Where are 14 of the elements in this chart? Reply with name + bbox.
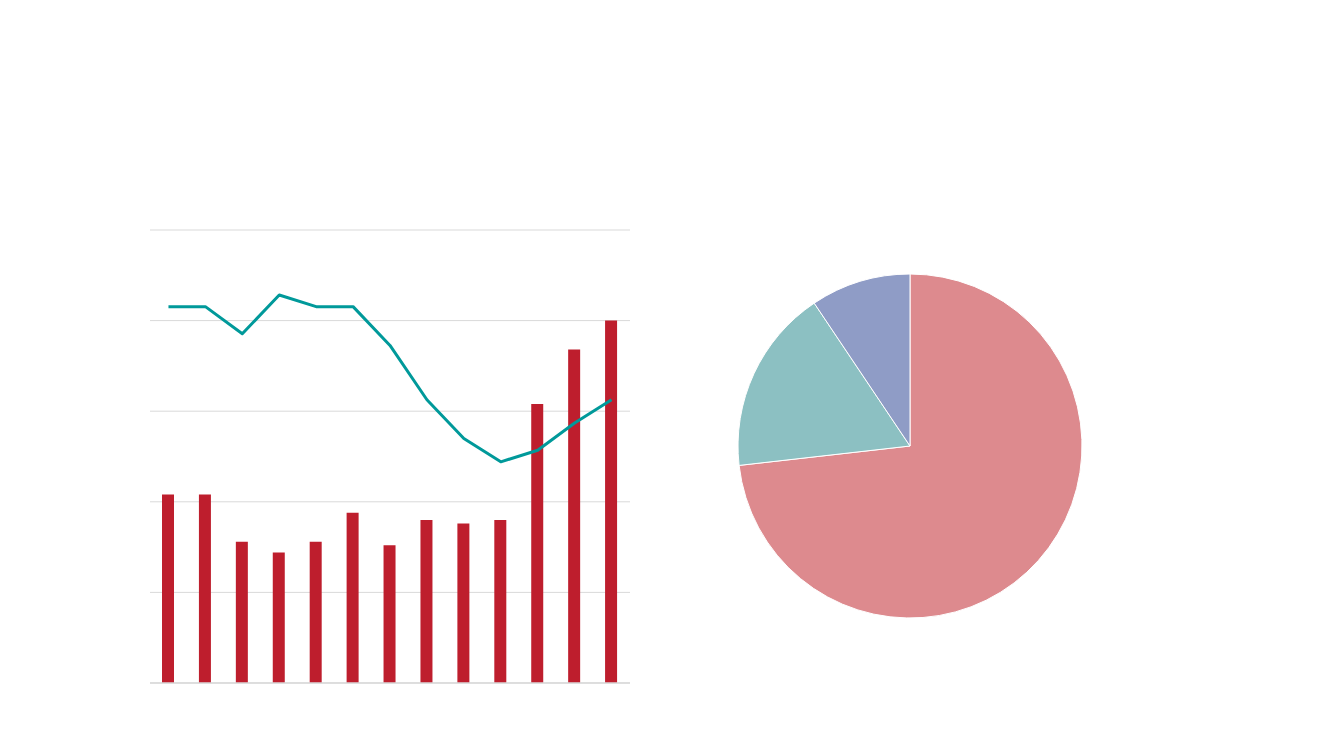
- bar: [420, 519, 433, 683]
- bar: [162, 494, 174, 683]
- pie-slice: [738, 273, 1083, 619]
- bar: [235, 541, 248, 683]
- bar: [198, 494, 211, 683]
- bar: [568, 349, 581, 683]
- bar: [346, 512, 359, 683]
- bar: [272, 552, 285, 683]
- bar: [309, 541, 322, 683]
- bar: [494, 519, 507, 683]
- bar: [383, 545, 396, 683]
- bar: [531, 403, 544, 683]
- bar: [605, 320, 618, 683]
- bar: [457, 523, 470, 683]
